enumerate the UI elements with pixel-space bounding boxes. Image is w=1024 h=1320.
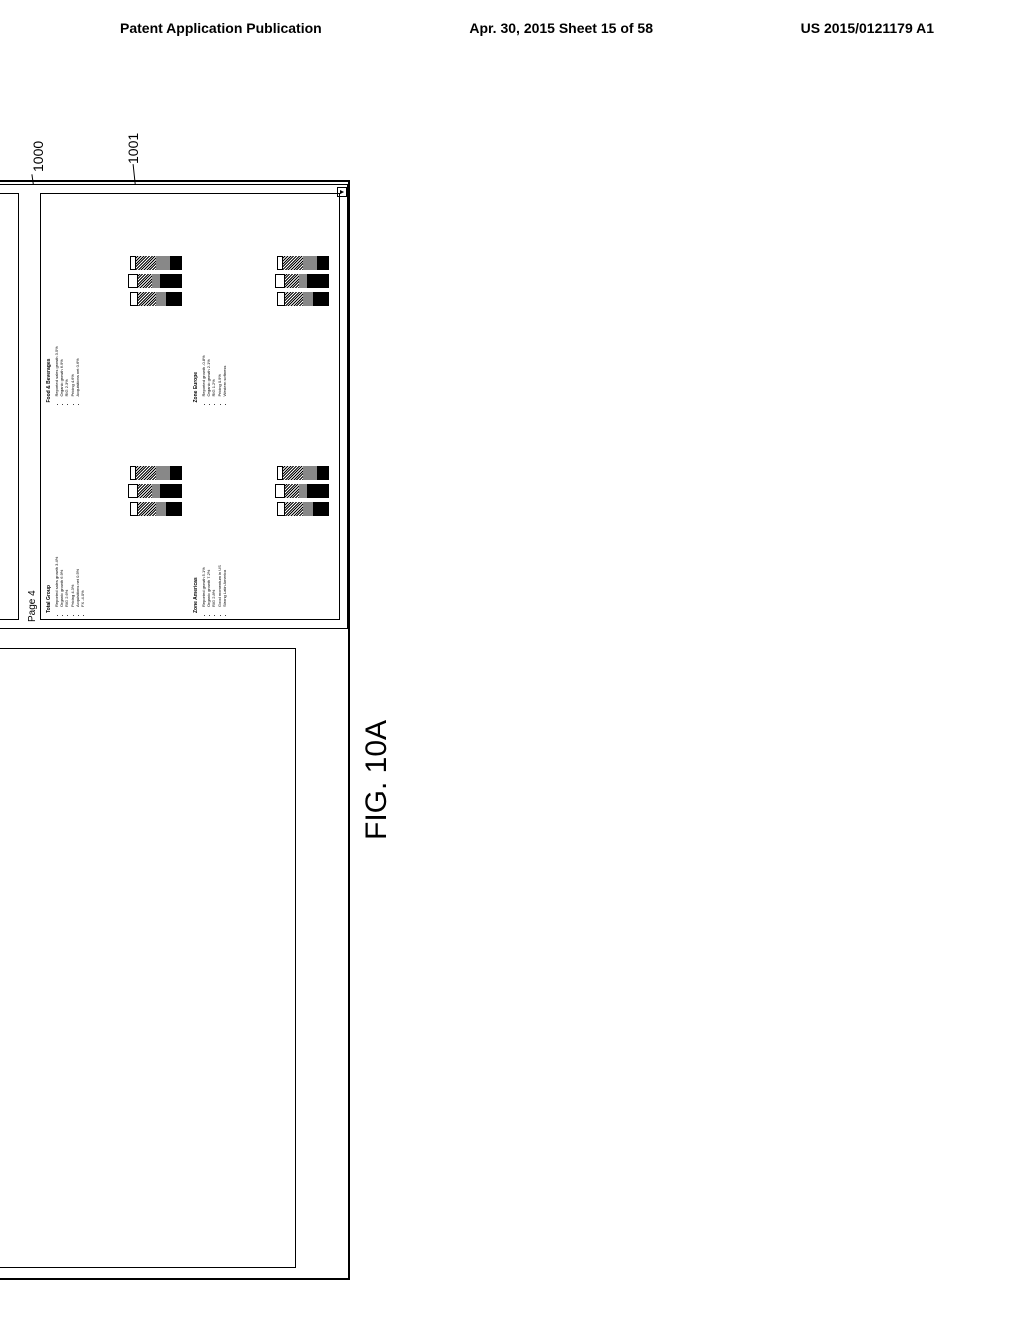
seg [130,502,138,516]
seg [277,502,285,516]
seg [285,274,299,288]
viewer-body: ▲ ▼ Page 3 Above Target Organic Growth o… [0,185,347,628]
seg [313,292,329,306]
seg [170,466,182,480]
stacked-col [128,274,182,288]
panel-title-2: Zone Americas [194,522,200,613]
stacked-col [277,292,329,306]
panel-bullet: RIG 2.6% [65,522,69,607]
seg [283,256,303,270]
panel-title-3: Zone Europe [194,312,200,403]
slide-3[interactable]: Above Target Organic Growth of 6.9% Comp… [0,193,19,620]
seg [275,484,285,498]
panel-bullet: RIG 2.8% [212,522,216,607]
rotated-figure: 1000 1001 VMail : Visual Email Logged in… [0,180,510,1280]
seg [156,292,166,306]
seg [283,466,303,480]
stacked-col [130,292,182,306]
panel-chart-2 [192,409,335,521]
seg [303,502,313,516]
seg [138,502,156,516]
header-right: US 2015/0121179 A1 [801,20,934,36]
stacked-col [277,502,329,516]
seg [285,502,303,516]
seg [138,292,156,306]
callout-1001: 1001 [125,133,141,164]
slide4-panel-1: Food & BeveragesReported sales growth 3.… [45,198,188,405]
stacked-col [275,274,329,288]
panel-text-0: Total GroupReported sales growth 3.4%Org… [45,520,188,615]
seg [136,466,156,480]
figure-wrap: 1000 1001 VMail : Visual Email Logged in… [110,100,900,1200]
seg [303,292,313,306]
panel-text-3: Zone EuropeReported growth -0.8%Organic … [192,310,335,405]
message-editor[interactable]: Roger, Please explain where these number… [0,648,296,1268]
seg [275,274,285,288]
panel-bullet: RIG 1.2% [212,312,216,397]
seg [160,274,182,288]
slide4-panel-2: Zone AmericasReported growth 5.1%Organic… [192,409,335,616]
panel-bullet: Acquisitions net 0.6% [76,312,80,397]
seg [156,256,170,270]
seg [303,466,317,480]
seg [152,274,160,288]
seg [128,274,138,288]
seg [307,274,329,288]
page4-label: Page 4 [27,185,38,622]
seg [299,274,307,288]
stacked-col [128,484,182,498]
panel-bullet: FX -4.0% [81,522,85,607]
slide4-panel-0: Total GroupReported sales growth 3.4%Org… [45,409,188,616]
panel-text-2: Zone AmericasReported growth 5.1%Organic… [192,520,335,615]
seg [285,484,299,498]
seg [170,256,182,270]
attachment-viewer: nfi-quarterly-report.pptx ◄ ► ▼ ▲ ▼ Page… [0,184,348,629]
seg [160,484,182,498]
stacked-col [130,256,182,270]
panel-bullet: Western softness [223,312,227,397]
slide4-panel-3: Zone EuropeReported growth -0.8%Organic … [192,198,335,405]
seg [138,274,152,288]
stacked-col [130,502,182,516]
header-center: Apr. 30, 2015 Sheet 15 of 58 [469,20,653,36]
header-left: Patent Application Publication [120,20,322,36]
panel-title-0: Total Group [47,522,53,613]
seg [313,502,329,516]
seg [152,484,160,498]
panel-chart-1 [45,198,188,310]
seg [299,484,307,498]
seg [166,292,182,306]
panel-chart-0 [45,409,188,521]
panel-bullet: Strong Latin America [223,522,227,607]
seg [130,292,138,306]
seg [307,484,329,498]
panel-text-1: Food & BeveragesReported sales growth 3.… [45,310,188,405]
seg [317,256,329,270]
app-window: VMail : Visual Email Logged in as <usern… [0,180,350,1280]
seg [138,484,152,498]
stacked-col [275,484,329,498]
seg [128,484,138,498]
panel-chart-3 [192,198,335,310]
seg [277,292,285,306]
doc-header: Patent Application Publication Apr. 30, … [0,0,1024,46]
seg [285,292,303,306]
panel-bullet: RIG 2.3% [65,312,69,397]
stacked-col [277,466,329,480]
seg [156,466,170,480]
figure-label: FIG. 10A [360,720,394,840]
slide-4[interactable]: Total GroupReported sales growth 3.4%Org… [40,193,340,620]
scroll-down-icon[interactable]: ▼ [337,187,347,197]
seg [317,466,329,480]
seg [303,256,317,270]
stacked-col [277,256,329,270]
callout-1000: 1000 [30,141,46,172]
seg [136,256,156,270]
stacked-col [130,466,182,480]
seg [156,502,166,516]
seg [166,502,182,516]
panel-title-1: Food & Beverages [47,312,53,403]
